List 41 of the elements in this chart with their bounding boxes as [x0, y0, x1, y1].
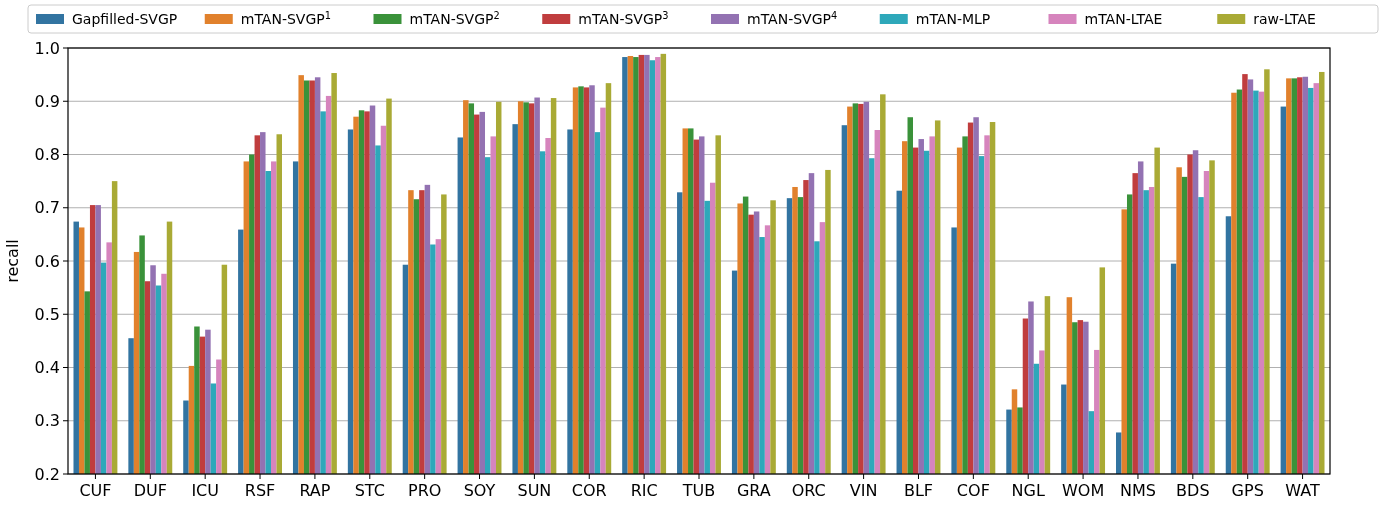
- x-tick-label: ICU: [191, 481, 219, 500]
- y-tick-label: 0.5: [34, 304, 60, 324]
- x-tick-label: WOM: [1061, 481, 1105, 500]
- y-tick-label: 0.4: [34, 358, 60, 378]
- x-tick-label: SUN: [517, 481, 552, 500]
- x-tick-label: CUF: [79, 481, 112, 500]
- x-tick-label: RIC: [630, 481, 658, 500]
- x-tick-label: GRA: [736, 481, 771, 500]
- x-tick-label: RAP: [299, 481, 331, 500]
- y-tick-label: 0.3: [34, 411, 60, 431]
- legend-label: mTAN-SVGP$^{1}$: [240, 9, 331, 27]
- legend-label: mTAN-LTAE: [1084, 10, 1163, 27]
- y-tick-label: 0.6: [34, 251, 60, 271]
- y-axis-title: recall: [3, 239, 22, 283]
- y-tick-label: 0.7: [34, 198, 60, 218]
- y-tick-label: 1.0: [34, 38, 60, 58]
- legend-label: Gapfilled-SVGP: [72, 10, 178, 27]
- x-tick-label: PRO: [407, 481, 442, 500]
- legend-label: mTAN-SVGP$^{4}$: [747, 9, 838, 27]
- x-tick-label: TUB: [681, 481, 716, 500]
- x-tick-label: BDS: [1176, 481, 1210, 500]
- x-tick-label: GPS: [1231, 481, 1264, 500]
- legend-label: mTAN-SVGP$^{3}$: [578, 9, 669, 27]
- y-tick-label: 0.2: [34, 464, 60, 484]
- x-tick-label: STC: [354, 481, 385, 500]
- x-tick-label: RSF: [244, 481, 276, 500]
- x-tick-label: COR: [571, 481, 607, 500]
- legend-label: raw-LTAE: [1253, 10, 1316, 27]
- y-tick-label: 0.9: [34, 91, 60, 111]
- y-tick-label: 0.8: [34, 145, 60, 165]
- legend-label: mTAN-SVGP$^{2}$: [409, 9, 500, 27]
- x-tick-label: DUF: [133, 481, 167, 500]
- legend-label: mTAN-MLP: [915, 10, 991, 27]
- x-tick-label: NGL: [1011, 481, 1045, 500]
- x-tick-label: ORC: [791, 481, 826, 500]
- x-tick-label: COF: [956, 481, 990, 500]
- x-tick-label: SOY: [463, 481, 496, 500]
- x-tick-label: VIN: [849, 481, 878, 500]
- x-tick-label: NMS: [1119, 481, 1156, 500]
- x-tick-label: WAT: [1285, 481, 1320, 500]
- x-tick-label: BLF: [903, 481, 934, 500]
